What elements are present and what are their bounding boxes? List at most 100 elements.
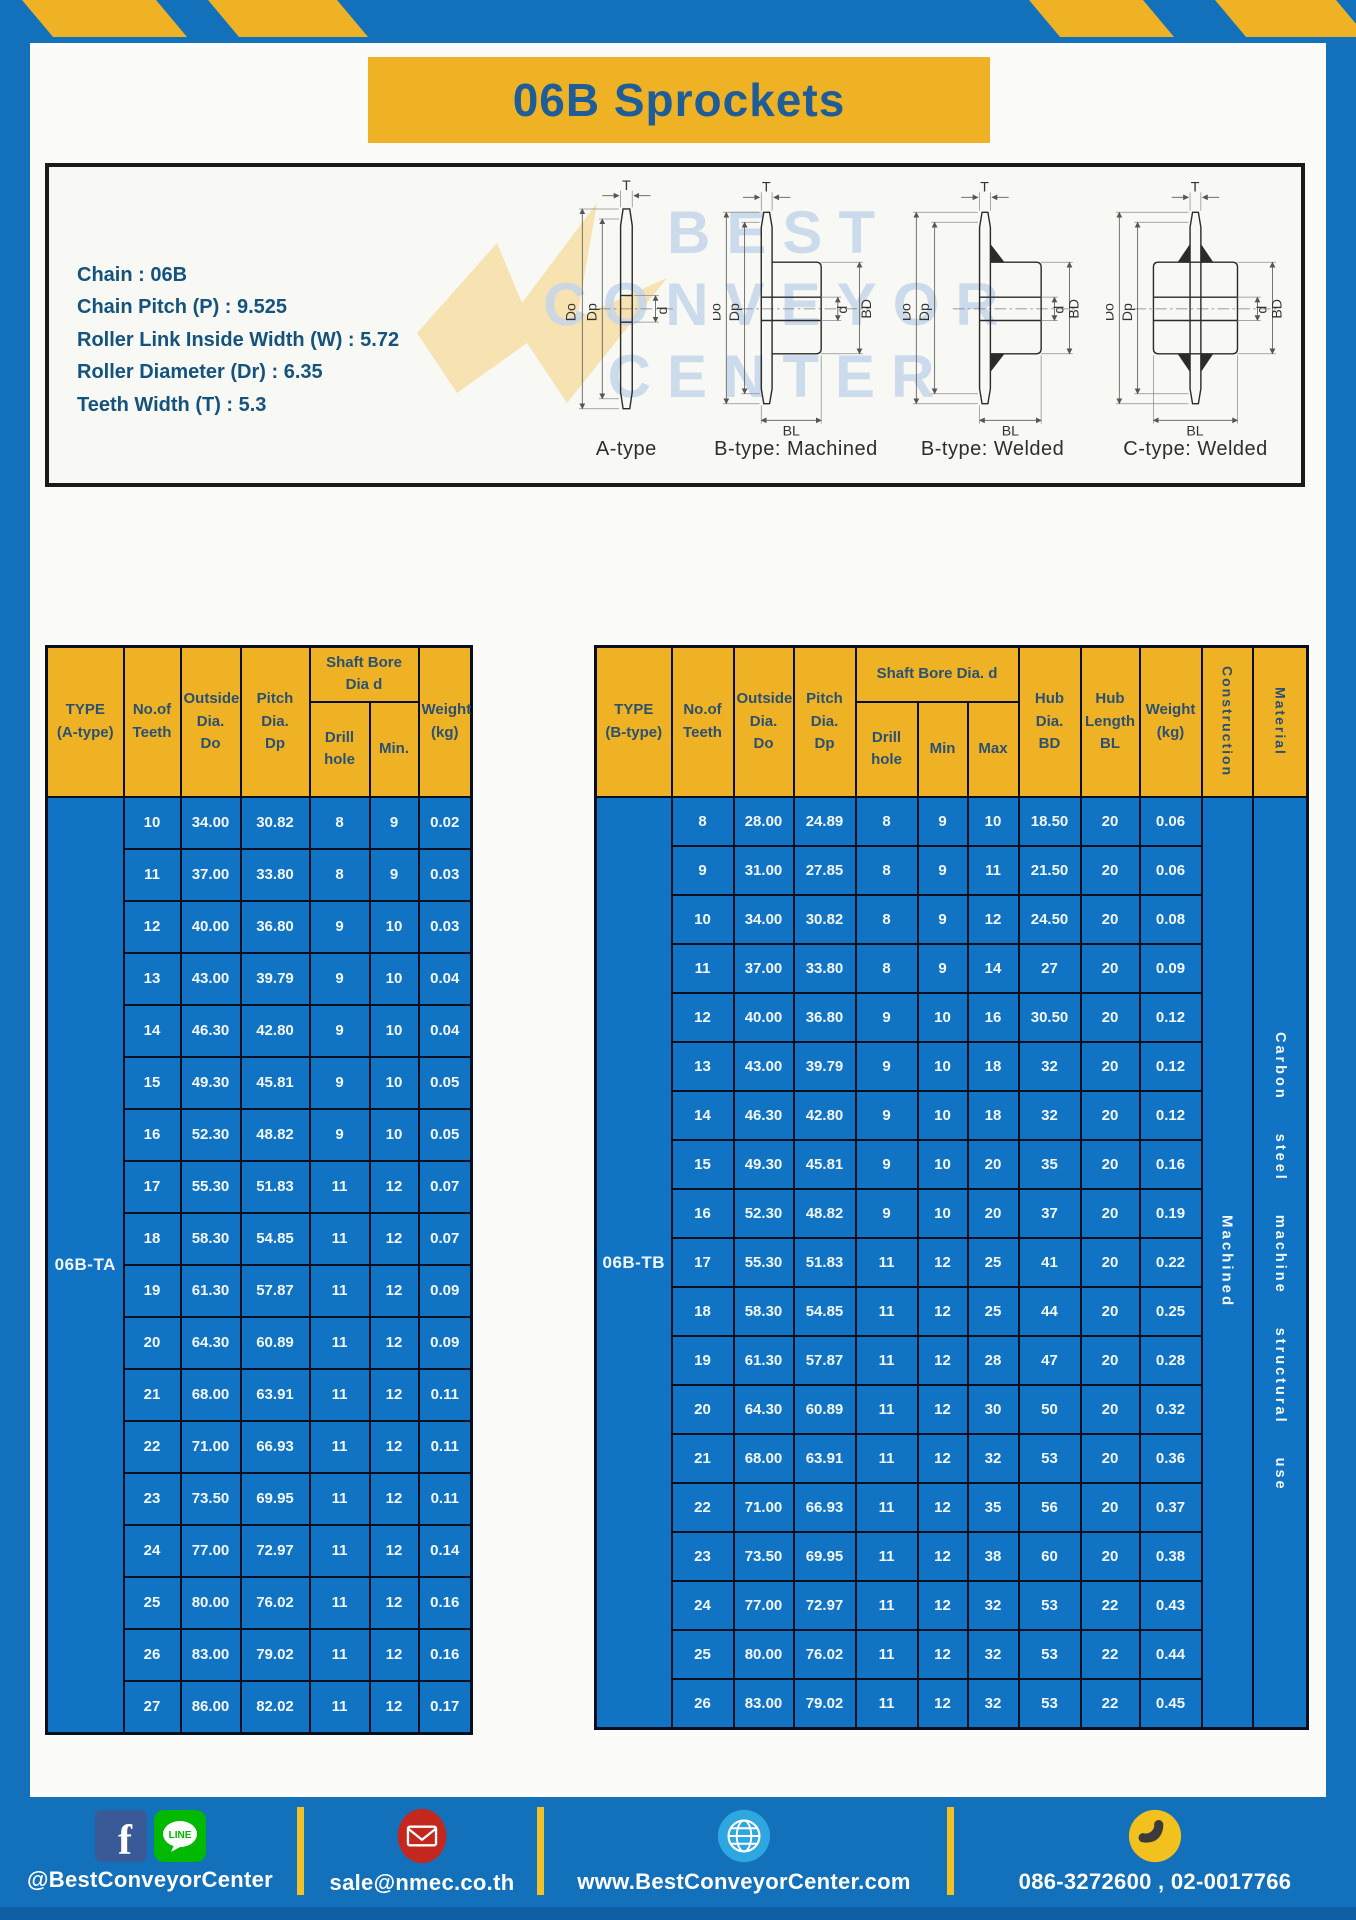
table-cell: 10 [368, 951, 420, 1006]
table-cell: 11 [122, 847, 182, 902]
table-row: 20 64.30 60.89 11 12 30 50 20 0.32 [596, 1383, 1308, 1435]
footer-divider [537, 1807, 544, 1895]
table-cell: 21 [122, 1367, 182, 1422]
table-cell: 0.12 [1138, 1040, 1203, 1092]
column-header: Weight (kg) [1138, 645, 1203, 798]
table-cell: 20 [1079, 1138, 1141, 1190]
table-cell: 8 [854, 844, 919, 896]
table-cell: 15 [670, 1138, 735, 1190]
social-icons: f LINE [94, 1809, 206, 1862]
table-cell: 45.81 [792, 1138, 857, 1190]
table-cell: 12 [368, 1679, 420, 1734]
table-cell: 10 [368, 1055, 420, 1110]
table-cell: 0.19 [1138, 1187, 1203, 1239]
table-cell: 18 [670, 1285, 735, 1337]
table-cell: 16 [122, 1107, 182, 1162]
table-cell: 20 [1079, 1089, 1141, 1141]
table-cell: 32 [1017, 1089, 1082, 1141]
table-cell: 0.03 [417, 847, 473, 902]
table-cell: 12 [368, 1263, 420, 1318]
svg-text:LINE: LINE [168, 1830, 191, 1841]
table-cell: 0.14 [417, 1523, 473, 1578]
table-cell: 24 [670, 1579, 735, 1631]
table-cell: 11 [854, 1334, 919, 1386]
column-header: Outside Dia. Do [179, 645, 242, 798]
table-cell: 35 [1017, 1138, 1082, 1190]
globe-icon [717, 1809, 771, 1862]
table-cell: 21 [670, 1432, 735, 1484]
table-cell: 0.04 [417, 951, 473, 1006]
table-cell: 20 [1079, 942, 1141, 994]
column-header: Drill hole [308, 700, 371, 798]
table-cell: 0.45 [1138, 1677, 1203, 1729]
table-cell: 30.50 [1017, 991, 1082, 1043]
table-cell: 20 [1079, 1481, 1141, 1533]
column-header-material: Material [1251, 645, 1309, 798]
table-cell: 19 [122, 1263, 182, 1318]
table-cell: 11 [308, 1471, 371, 1526]
table-cell: 22 [1079, 1677, 1141, 1729]
table-cell: 26 [670, 1677, 735, 1729]
column-header: No.of Teeth [670, 645, 735, 798]
spec-line: Roller Link Inside Width (W) : 5.72 [77, 328, 400, 351]
diagram-caption: C-type: Welded [1123, 438, 1268, 460]
table-cell: 49.30 [732, 1138, 795, 1190]
spec-line: Teeth Width (T) : 5.3 [77, 393, 267, 416]
table-row: 06B-TA 10 34.00 30.82 8 9 0.02 [45, 795, 473, 1734]
table-cell: 12 [916, 1530, 969, 1582]
table-cell: 28.00 [732, 795, 795, 847]
footer-bottom-strip [0, 1907, 1356, 1920]
table-cell: 13 [122, 951, 182, 1006]
table-cell: 34.00 [179, 795, 242, 850]
table-cell: 12 [916, 1628, 969, 1680]
table-cell: 55.30 [179, 1159, 242, 1214]
table-cell: 20 [966, 1187, 1020, 1239]
table-cell: 30.82 [239, 795, 311, 850]
type-cell: 06B-TB [594, 795, 673, 1729]
table-cell: 71.00 [179, 1419, 242, 1474]
table-cell: 48.82 [239, 1107, 311, 1162]
chain-specs: Chain : 06B Chain Pitch (P) : 9.525 Roll… [77, 259, 399, 421]
table-cell: 11 [966, 844, 1020, 896]
table-row: 15 49.30 45.81 9 10 20 35 20 0.16 [596, 1138, 1308, 1190]
table-cell: 35 [966, 1481, 1020, 1533]
table-cell: 11 [854, 1530, 919, 1582]
table-cell: 12 [368, 1523, 420, 1578]
table-row: 9 31.00 27.85 8 9 11 21.50 20 0.06 [596, 844, 1308, 896]
table-cell: 72.97 [792, 1579, 857, 1631]
table-cell: 19 [670, 1334, 735, 1386]
dim-label-d: d [654, 307, 670, 315]
table-cell: 8 [308, 847, 371, 902]
dim-label-dp: Dp [726, 303, 742, 321]
table-cell: 11 [308, 1419, 371, 1474]
table-cell: 11 [308, 1627, 371, 1682]
column-header: No.of Teeth [122, 645, 182, 798]
table-cell: 9 [368, 795, 420, 850]
table-cell: 11 [854, 1285, 919, 1337]
table-cell: 11 [308, 1575, 371, 1630]
table-cell: 20 [122, 1315, 182, 1370]
table-cell: 20 [1079, 991, 1141, 1043]
table-cell: 43.00 [732, 1040, 795, 1092]
table-cell: 43.00 [179, 951, 242, 1006]
dim-label-d: d [1254, 306, 1270, 314]
table-cell: 13 [670, 1040, 735, 1092]
table-cell: 58.30 [732, 1285, 795, 1337]
table-cell: 31.00 [732, 844, 795, 896]
table-cell: 77.00 [732, 1579, 795, 1631]
table-cell: 0.16 [417, 1627, 473, 1682]
table-row: 20 64.30 60.89 11 12 0.09 [47, 1315, 473, 1370]
table-cell: 0.05 [417, 1055, 473, 1110]
table-cell: 0.04 [417, 1003, 473, 1058]
table-cell: 52.30 [732, 1187, 795, 1239]
table-cell: 10 [122, 795, 182, 850]
table-row: 10 34.00 30.82 8 9 12 24.50 20 0.08 [596, 893, 1308, 945]
table-cell: 10 [916, 991, 969, 1043]
table-cell: 9 [854, 1040, 919, 1092]
table-cell: 8 [670, 795, 735, 847]
dim-label-bd: BD [1269, 299, 1285, 319]
table-cell: 39.79 [239, 951, 311, 1006]
table-cell: 10 [368, 899, 420, 954]
table-cell: 16 [670, 1187, 735, 1239]
table-cell: 0.09 [417, 1315, 473, 1370]
